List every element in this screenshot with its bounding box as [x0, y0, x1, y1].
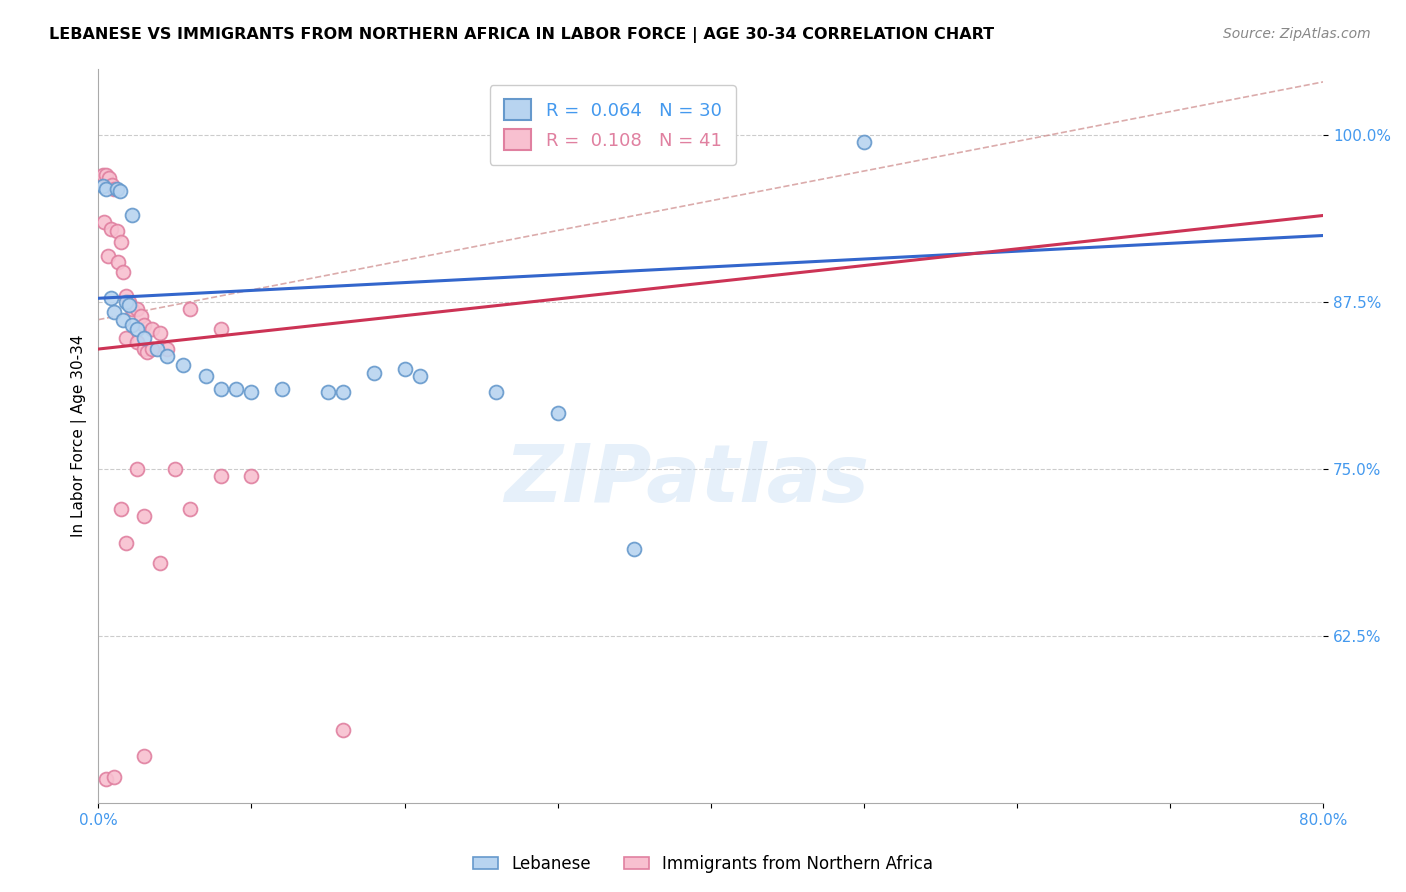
Point [101, 178, 124, 192]
Point [93, 215, 115, 229]
Point [156, 342, 179, 356]
Point [240, 469, 263, 483]
Point [110, 235, 132, 249]
Point [149, 556, 172, 570]
Point [100, 291, 122, 305]
Point [209, 322, 232, 336]
Point [316, 384, 339, 399]
Point [107, 255, 129, 269]
Point [118, 298, 141, 312]
Point [547, 406, 569, 420]
Point [96, 248, 118, 262]
Point [94, 772, 117, 787]
Point [394, 362, 416, 376]
Point [94, 169, 117, 183]
Point [179, 301, 201, 316]
Point [111, 264, 134, 278]
Point [118, 295, 141, 310]
Point [91, 169, 114, 183]
Point [103, 770, 125, 784]
Point [103, 304, 125, 318]
Point [623, 542, 645, 557]
Point [209, 382, 232, 396]
Point [409, 368, 432, 383]
Legend: Lebanese, Immigrants from Northern Africa: Lebanese, Immigrants from Northern Afric… [465, 848, 941, 880]
Point [115, 295, 138, 310]
Point [91, 179, 114, 194]
Point [134, 342, 156, 356]
Point [105, 225, 128, 239]
Point [852, 135, 875, 149]
Point [98, 171, 121, 186]
Point [332, 384, 354, 399]
Point [225, 382, 247, 396]
Point [240, 384, 263, 399]
Point [134, 331, 156, 345]
Point [363, 366, 385, 380]
Point [121, 209, 143, 223]
Point [125, 301, 148, 316]
Point [111, 312, 134, 326]
Point [194, 368, 217, 383]
Point [129, 309, 152, 323]
Point [115, 535, 138, 549]
Point [332, 723, 354, 737]
Point [179, 502, 201, 516]
Point [108, 185, 131, 199]
Point [125, 322, 148, 336]
Y-axis label: In Labor Force | Age 30-34: In Labor Force | Age 30-34 [72, 334, 87, 537]
Point [145, 342, 167, 356]
Point [110, 502, 132, 516]
Point [209, 469, 232, 483]
Point [141, 322, 163, 336]
Text: Source: ZipAtlas.com: Source: ZipAtlas.com [1223, 27, 1371, 41]
Point [115, 331, 138, 345]
Point [121, 318, 143, 332]
Point [485, 384, 508, 399]
Point [121, 301, 143, 316]
Point [134, 318, 156, 332]
Point [141, 342, 163, 356]
Point [105, 182, 128, 196]
Point [163, 462, 186, 476]
Point [271, 382, 294, 396]
Point [134, 508, 156, 523]
Text: ZIPatlas: ZIPatlas [503, 441, 869, 519]
Point [125, 462, 148, 476]
Point [156, 349, 179, 363]
Text: LEBANESE VS IMMIGRANTS FROM NORTHERN AFRICA IN LABOR FORCE | AGE 30-34 CORRELATI: LEBANESE VS IMMIGRANTS FROM NORTHERN AFR… [49, 27, 994, 43]
Point [136, 344, 159, 359]
Point [103, 182, 125, 196]
Point [115, 288, 138, 302]
Point [94, 182, 117, 196]
Point [172, 358, 194, 372]
Point [134, 749, 156, 764]
Legend: R =  0.064   N = 30, R =  0.108   N = 41: R = 0.064 N = 30, R = 0.108 N = 41 [489, 85, 735, 164]
Point [100, 222, 122, 236]
Point [149, 326, 172, 340]
Point [125, 335, 148, 350]
